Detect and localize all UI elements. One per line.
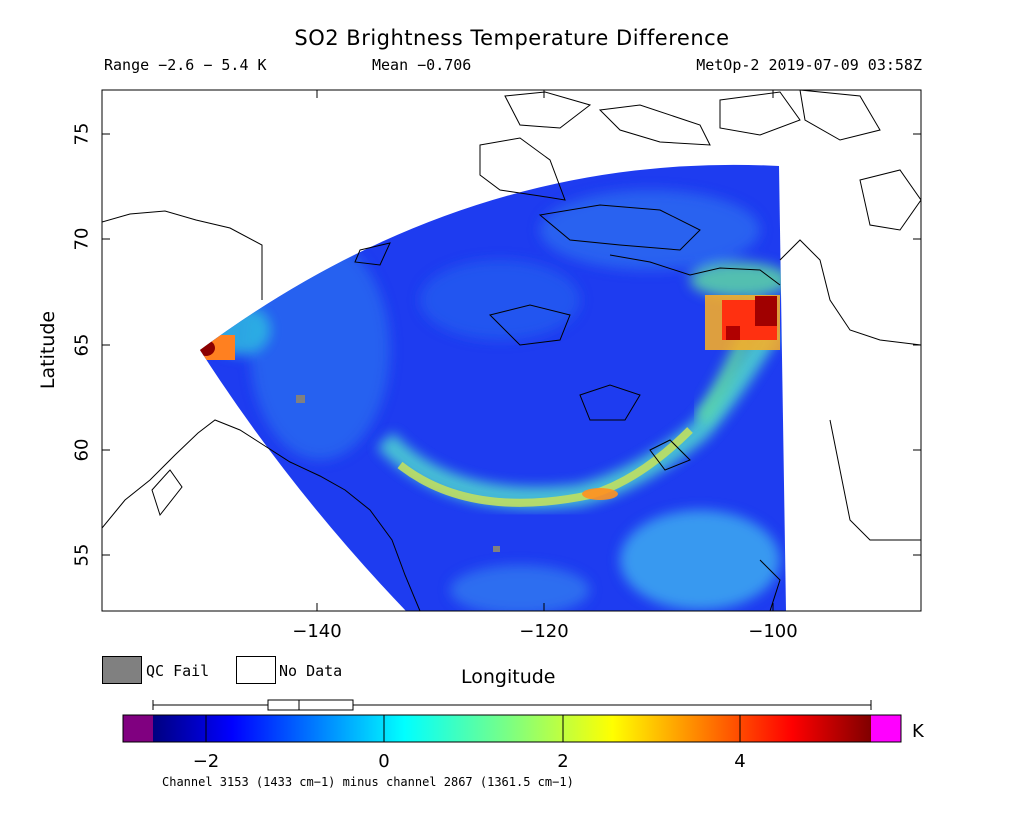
ytick-label: 60 — [71, 438, 93, 462]
qc-fail-label: QC Fail — [146, 662, 210, 680]
boxplot — [152, 699, 872, 711]
colorbar — [122, 699, 902, 743]
range-readout: Range −2.6 − 5.4 K — [104, 56, 267, 74]
so2-plume-core — [397, 427, 693, 507]
coastlines — [102, 90, 921, 611]
swath — [200, 164, 786, 611]
colorbar-gradient — [153, 715, 871, 742]
ytick-label: 55 — [71, 543, 93, 567]
qc-fail-pixel — [493, 546, 500, 552]
swath-noise — [210, 190, 786, 611]
colorbar-tick-label: 4 — [734, 751, 746, 772]
colorbar-ticks — [205, 715, 741, 742]
xtick-label: −120 — [519, 621, 569, 642]
map-frame — [101, 89, 922, 612]
mean-readout: Mean −0.706 — [372, 56, 472, 74]
xtick-label: −140 — [292, 621, 342, 642]
colorbar-unit: K — [912, 721, 924, 742]
ticks — [102, 90, 921, 611]
colorbar-tick-label: 2 — [557, 751, 569, 772]
colorbar-over — [871, 715, 901, 742]
ytick-label: 70 — [71, 227, 93, 251]
colorbar-tick-label: 0 — [378, 751, 390, 772]
ytick-label: 75 — [71, 122, 93, 146]
xtick-label: −100 — [748, 621, 798, 642]
satellite-timestamp: MetOp-2 2019-07-09 03:58Z — [696, 56, 922, 74]
map-area — [102, 90, 921, 611]
no-data-label: No Data — [279, 662, 343, 680]
ytick-label: 65 — [71, 333, 93, 357]
map-title: SO2 Brightness Temperature Difference — [294, 26, 730, 50]
x-axis-label: Longitude — [461, 666, 556, 688]
colorbar-tick-label: −2 — [192, 751, 220, 772]
y-axis-label: Latitude — [37, 310, 59, 390]
colorbar-frame — [122, 714, 902, 743]
colorbar-caption: Channel 3153 (1433 cm−1) minus channel 2… — [162, 775, 574, 789]
hot-region-max — [755, 296, 777, 326]
qc-fail-swatch — [102, 656, 142, 684]
no-data-swatch — [236, 656, 276, 684]
plume-hot-spot — [582, 488, 618, 500]
hot-pixel — [726, 326, 740, 340]
qc-fail-pixel — [296, 395, 305, 403]
colorbar-under — [123, 715, 153, 742]
swath-features — [200, 190, 786, 611]
